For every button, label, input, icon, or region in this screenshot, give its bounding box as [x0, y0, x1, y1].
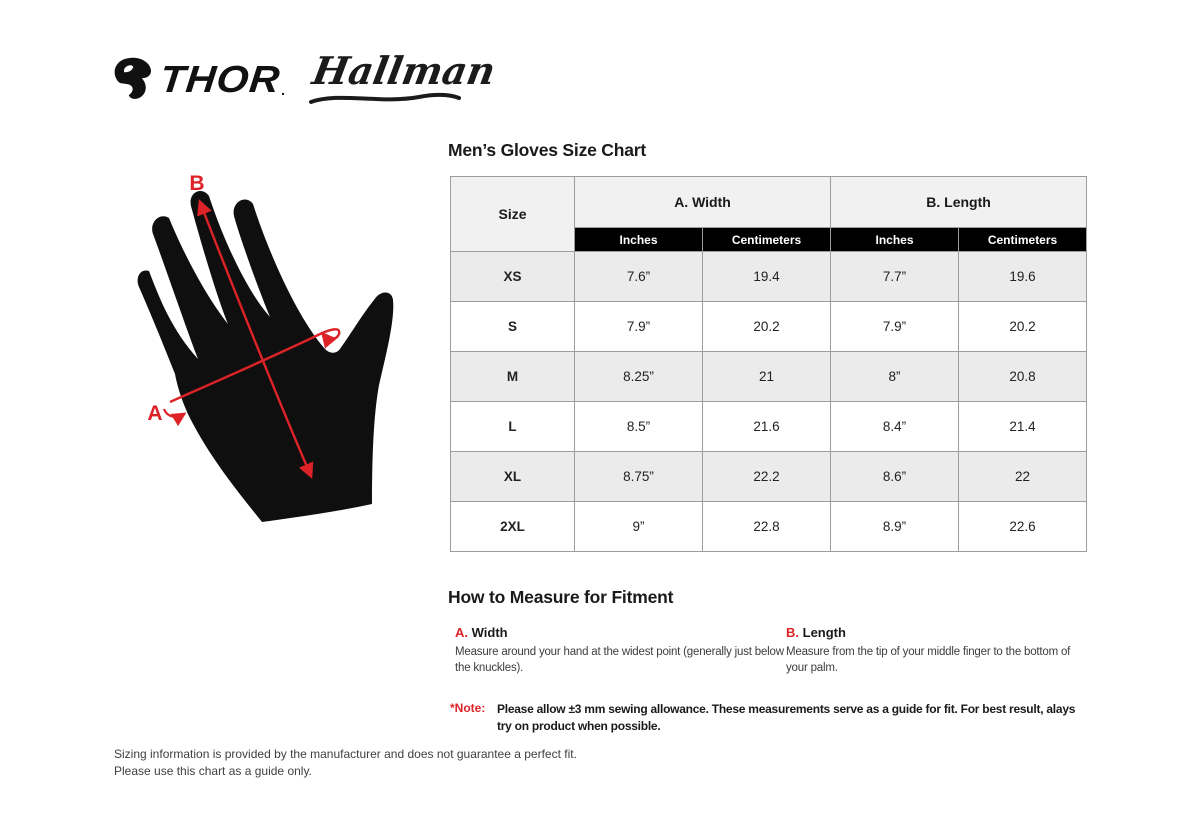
subheader-length-inches: Inches	[830, 227, 960, 252]
measure-length-description: Measure from the tip of your middle fing…	[786, 646, 1071, 674]
label-a: A	[147, 402, 162, 425]
label-b: B	[189, 172, 204, 195]
column-header-length: B. Length	[830, 176, 1088, 228]
table-row: S 7.9” 20.2 7.9” 20.2	[450, 301, 1088, 352]
length-cm-value: 20.8	[958, 351, 1088, 402]
measure-width-section: A. Width Measure around your hand at the…	[455, 625, 786, 676]
width-cm-value: 21.6	[701, 401, 832, 452]
size-value: 2XL	[450, 501, 575, 552]
hand-measurement-diagram: B A	[120, 160, 440, 560]
measure-width-key: A.	[455, 625, 468, 640]
measure-instructions: A. Width Measure around your hand at the…	[455, 625, 1087, 676]
table-row: M 8.25” 21 8” 20.8	[450, 351, 1088, 402]
length-cm-value: 20.2	[958, 301, 1088, 352]
hand-silhouette-shape	[137, 191, 394, 523]
length-inches-value: 8.6”	[830, 451, 960, 502]
length-inches-value: 8.9”	[830, 501, 960, 552]
page-title: Men’s Gloves Size Chart	[448, 140, 647, 160]
length-inches-value: 7.7”	[830, 251, 960, 302]
column-header-width: A. Width	[573, 176, 832, 228]
size-value: L	[450, 401, 575, 452]
how-to-measure-heading: How to Measure for Fitment	[448, 587, 674, 607]
width-cm-value: 20.2	[701, 301, 832, 352]
measure-width-name: Width	[471, 625, 508, 640]
width-measure-hook	[162, 408, 187, 427]
sizing-disclaimer: Sizing information is provided by the ma…	[114, 746, 577, 780]
length-inches-value: 7.9”	[830, 301, 960, 352]
length-cm-value: 22.6	[958, 501, 1088, 552]
length-inches-value: 8”	[830, 351, 960, 402]
table-row: 2XL 9” 22.8 8.9” 22.6	[450, 501, 1088, 552]
sewing-allowance-note: *Note: Please allow ±3 mm sewing allowan…	[450, 701, 1090, 735]
size-value: XL	[450, 451, 575, 502]
width-inches-value: 8.25”	[574, 351, 703, 402]
column-header-size: Size	[450, 176, 575, 252]
thor-wordmark-dot: .	[281, 82, 286, 98]
brand-logos: THOR . Hallman	[108, 48, 499, 108]
measure-width-description: Measure around your hand at the widest p…	[455, 646, 784, 674]
measure-length-section: B. Length Measure from the tip of your m…	[786, 625, 1087, 676]
width-cm-value: 19.4	[701, 251, 832, 302]
length-cm-value: 22	[958, 451, 1088, 502]
length-inches-value: 8.4”	[830, 401, 960, 452]
hallman-swash	[309, 92, 462, 104]
subheader-width-inches: Inches	[574, 227, 703, 252]
hallman-wordmark: Hallman	[309, 48, 499, 93]
subheader-width-centimeters: Centimeters	[701, 227, 832, 252]
size-chart-table: Size A. Width B. Length Inches Centimete…	[450, 176, 1088, 552]
disclaimer-line-2: Please use this chart as a guide only.	[114, 764, 312, 778]
measure-length-name: Length	[802, 625, 846, 640]
width-inches-value: 8.5”	[574, 401, 703, 452]
size-value: XS	[450, 251, 575, 302]
size-value: M	[450, 351, 575, 402]
width-inches-value: 8.75”	[574, 451, 703, 502]
width-cm-value: 22.2	[701, 451, 832, 502]
length-cm-value: 19.6	[958, 251, 1088, 302]
note-label: *Note:	[450, 701, 486, 715]
table-row: L 8.5” 21.6 8.4” 21.4	[450, 401, 1088, 452]
width-inches-value: 7.9”	[574, 301, 703, 352]
note-text: Please allow ±3 mm sewing allowance. The…	[497, 702, 1076, 733]
disclaimer-line-1: Sizing information is provided by the ma…	[114, 747, 577, 761]
table-row: XS 7.6” 19.4 7.7” 19.6	[450, 251, 1088, 302]
width-cm-value: 22.8	[701, 501, 832, 552]
width-inches-value: 9”	[574, 501, 703, 552]
measure-length-label: B. Length	[786, 625, 1087, 640]
subheader-length-centimeters: Centimeters	[958, 227, 1088, 252]
length-measure-arrow	[197, 199, 314, 479]
width-measure-arrow	[169, 328, 341, 404]
width-inches-value: 7.6”	[574, 251, 703, 302]
thor-wordmark: THOR	[157, 57, 283, 100]
width-cm-value: 21	[701, 351, 832, 402]
measure-length-key: B.	[786, 625, 799, 640]
thor-logo: THOR .	[108, 54, 285, 104]
hallman-logo: Hallman	[309, 48, 499, 108]
size-value: S	[450, 301, 575, 352]
measure-width-label: A. Width	[455, 625, 786, 640]
thor-ram-icon	[114, 57, 152, 99]
table-row: XL 8.75” 22.2 8.6” 22	[450, 451, 1088, 502]
length-cm-value: 21.4	[958, 401, 1088, 452]
